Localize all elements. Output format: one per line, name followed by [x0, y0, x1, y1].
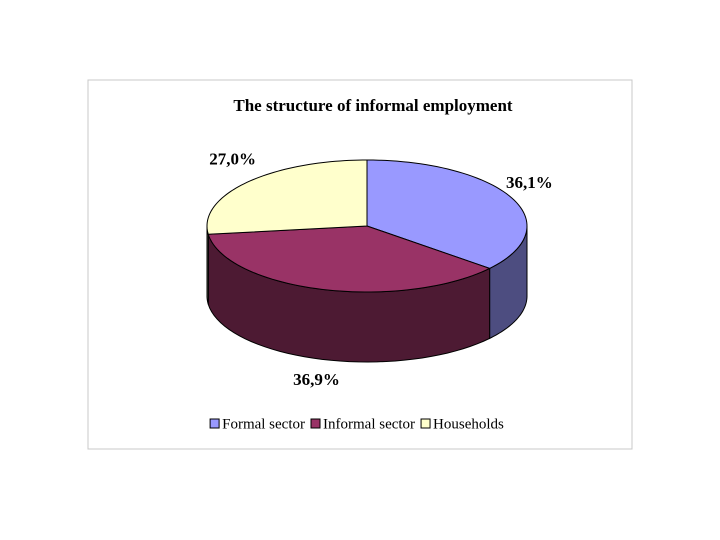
slice-side [206, 225, 209, 305]
data-label: 36,1% [506, 173, 553, 192]
legend-label: Households [433, 416, 504, 432]
legend: Formal sector Informal sector Households [209, 416, 504, 432]
slice [207, 225, 491, 293]
legend-swatch [420, 418, 431, 429]
slice [206, 159, 368, 235]
legend-swatch [209, 418, 220, 429]
legend-label: Informal sector [323, 416, 415, 432]
legend-label: Formal sector [222, 416, 305, 432]
legend-swatch [310, 418, 321, 429]
data-label: 36,9% [293, 370, 340, 389]
data-label: 27,0% [209, 149, 256, 168]
chart-title: The structure of informal employment [233, 96, 513, 115]
slice [366, 159, 528, 269]
